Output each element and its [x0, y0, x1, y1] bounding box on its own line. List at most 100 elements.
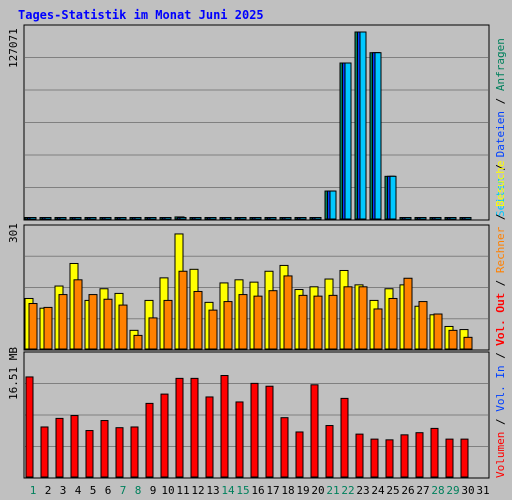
- x-tick-label: 26: [401, 484, 414, 497]
- x-tick-label: 25: [386, 484, 399, 497]
- x-tick-label: 19: [296, 484, 309, 497]
- x-tick-label: 3: [60, 484, 67, 497]
- bar-volumen-20: [310, 384, 319, 478]
- bar-volumen-19: [295, 431, 304, 478]
- bar-rechner-17: [268, 290, 278, 350]
- x-tick-label: 14: [221, 484, 235, 497]
- x-tick-label: 15: [236, 484, 249, 497]
- x-tick-label: 7: [120, 484, 127, 497]
- bar-rechner-16: [253, 295, 263, 350]
- bar-rechner-29: [448, 329, 458, 350]
- bar-volumen-13: [205, 396, 214, 478]
- x-tick-label: 6: [105, 484, 112, 497]
- bar-rechner-15: [238, 294, 248, 350]
- bar-rechner-18: [283, 275, 293, 350]
- bar-volumen-17: [265, 385, 274, 478]
- bar-volumen-18: [280, 417, 289, 478]
- bar-seiten-1: [29, 217, 37, 220]
- bar-seiten-30: [464, 217, 472, 220]
- bar-volumen-23: [355, 433, 364, 478]
- x-tick-label: 1: [30, 484, 37, 497]
- x-tick-label: 11: [176, 484, 189, 497]
- legend-volume: Volumen / Vol. In / Vol. Out: [494, 293, 507, 478]
- bar-volumen-28: [430, 427, 439, 478]
- x-tick-label: 22: [341, 484, 354, 497]
- bar-seiten-13: [209, 217, 217, 220]
- bar-rechner-9: [148, 317, 158, 350]
- legend-sep-hits-2: /: [494, 164, 507, 171]
- bar-seiten-16: [254, 217, 262, 220]
- x-tick-label: 5: [90, 484, 97, 497]
- bar-seiten-3: [59, 217, 67, 220]
- x-tick-label: 12: [191, 484, 204, 497]
- legend-sep-vol-1: /: [494, 418, 507, 425]
- bar-volumen-29: [445, 438, 454, 478]
- x-tick-label: 29: [446, 484, 459, 497]
- bar-seiten-2: [44, 217, 52, 220]
- x-tick-label: 9: [150, 484, 157, 497]
- bar-rechner-11: [178, 270, 188, 350]
- bar-seiten-29: [449, 217, 457, 220]
- bar-seiten-21: [329, 190, 337, 220]
- legend-anfragen: Anfragen: [494, 38, 507, 91]
- bar-volumen-12: [190, 377, 199, 478]
- bar-rechner-1: [28, 303, 38, 350]
- bar-volumen-10: [160, 393, 169, 478]
- bar-seiten-9: [149, 217, 157, 220]
- bar-rechner-7: [118, 304, 128, 350]
- bar-volumen-9: [145, 402, 154, 478]
- bar-seiten-28: [434, 217, 442, 220]
- bar-seiten-4: [74, 217, 82, 220]
- panel-volume: [23, 351, 490, 479]
- bar-rechner-19: [298, 294, 308, 350]
- bar-rechner-12: [193, 290, 203, 350]
- bar-volumen-7: [115, 427, 124, 478]
- legend-hits: Seiten / Dateien / Anfragen: [494, 38, 507, 217]
- legend-sep-vol-2: /: [494, 352, 507, 359]
- bar-volumen-5: [85, 430, 94, 478]
- bar-seiten-7: [119, 217, 127, 220]
- bar-seiten-17: [269, 217, 277, 220]
- bar-rechner-20: [313, 295, 323, 350]
- bar-rechner-27: [418, 301, 428, 350]
- x-tick-label: 20: [311, 484, 324, 497]
- legend-vol-in: Vol. In: [494, 365, 507, 411]
- legend-sep-visits-2: /: [494, 280, 507, 287]
- x-tick-label: 18: [281, 484, 294, 497]
- x-tick-label: 17: [266, 484, 279, 497]
- bar-volumen-30: [460, 438, 469, 478]
- bar-rechner-6: [103, 298, 113, 350]
- x-tick-label: 2: [45, 484, 52, 497]
- bar-volumen-24: [370, 438, 379, 478]
- bar-seiten-19: [299, 217, 307, 220]
- bar-volumen-22: [340, 397, 349, 478]
- legend-vol-out: Vol. Out: [494, 293, 507, 346]
- bar-volumen-27: [415, 432, 424, 478]
- bar-seiten-25: [389, 175, 397, 220]
- panel-volume-ymax-label: 16.51 MB: [7, 347, 20, 400]
- panel-visits: [23, 224, 490, 351]
- bar-volumen-15: [235, 401, 244, 478]
- legend-visits: Vol. Out / Rechner / Besuche: [494, 161, 507, 346]
- x-tick-label: 24: [371, 484, 385, 497]
- bar-rechner-10: [163, 299, 173, 350]
- x-tick-label: 31: [476, 484, 489, 497]
- bar-rechner-14: [223, 301, 233, 350]
- bar-volumen-14: [220, 375, 229, 478]
- legend-rechner: Rechner: [494, 226, 507, 273]
- bar-seiten-11: [179, 217, 187, 220]
- legend-sep-hits-1: /: [494, 98, 507, 105]
- bar-volumen-25: [385, 439, 394, 478]
- bar-rechner-8: [133, 334, 143, 350]
- bar-rechner-22: [343, 286, 353, 350]
- bar-volumen-11: [175, 377, 184, 478]
- legend-dateien: Dateien: [494, 111, 507, 157]
- x-tick-label: 10: [161, 484, 174, 497]
- chart-title: Tages-Statistik im Monat Juni 2025: [18, 8, 264, 22]
- x-tick-label: 30: [461, 484, 474, 497]
- legend-sep-visits-1: /: [494, 214, 507, 221]
- bar-volumen-8: [130, 426, 139, 478]
- x-axis-labels: 1 2 3 4 5 6 7 8 9 10 11 12 13 14 15 16 17 18 19 20 21 22 23 24 2…: [30, 484, 490, 497]
- bar-volumen-4: [70, 415, 79, 478]
